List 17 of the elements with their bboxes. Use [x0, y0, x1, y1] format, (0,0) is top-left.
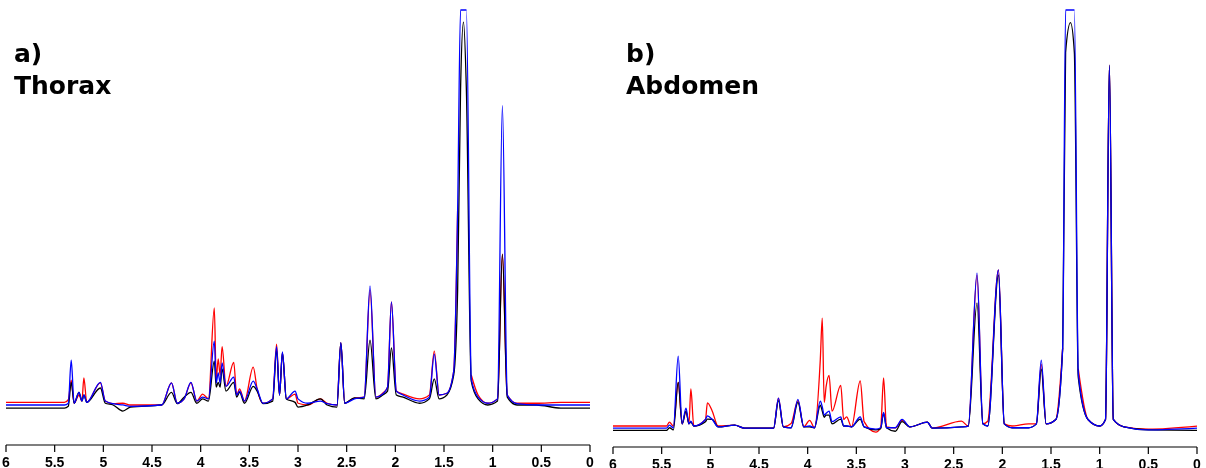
x-tick-label: 2: [391, 454, 400, 468]
x-tick-label: 3.5: [239, 454, 260, 468]
x-tick-label: 4: [196, 454, 205, 468]
x-tick-label: 6: [2, 454, 11, 468]
x-tick-label: 5: [99, 454, 108, 468]
x-tick-label: 1: [488, 454, 497, 468]
x-tick-label: 2.5: [336, 454, 357, 468]
x-tick-label: 0: [586, 454, 595, 468]
x-tick-label: 3: [294, 454, 303, 468]
x-tick-label: 5.5: [44, 454, 65, 468]
x-tick-label: 0.5: [531, 454, 552, 468]
text: Abdomen: [626, 71, 760, 100]
x-tick-label: 1.5: [434, 454, 454, 468]
x-tick-label: 4.5: [142, 454, 162, 468]
text: Thorax: [14, 71, 112, 100]
text: a): [14, 39, 43, 68]
text: b): [626, 39, 656, 68]
